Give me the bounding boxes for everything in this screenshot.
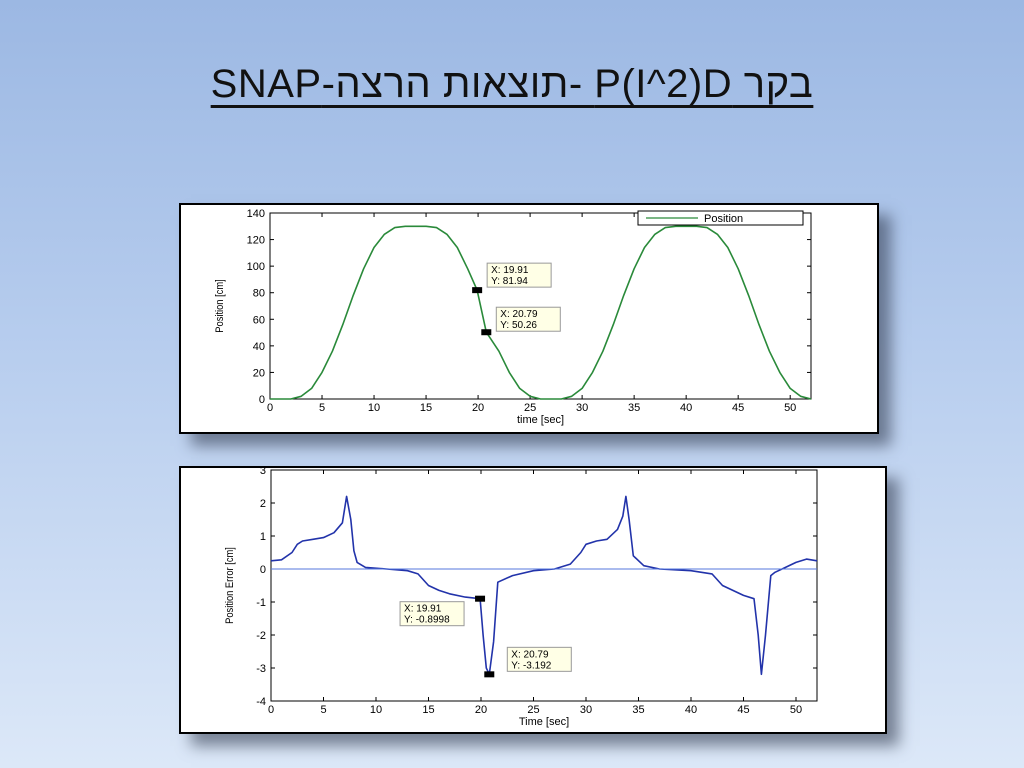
y-tick-label: 3 bbox=[260, 468, 266, 477]
position-error-plot-panel: 0 5 10 15 20 25 30 35 40 45 50 -4 -3 -2 -1 0 1 2 3 Time [se… bbox=[179, 466, 887, 734]
slide-title: בקר P(I^2)D -תוצאות הרצה-SNAP bbox=[210, 62, 814, 106]
y-tick-label: 2 bbox=[260, 498, 266, 510]
x-tick-label: 25 bbox=[524, 402, 536, 414]
y-tick-label: 0 bbox=[260, 564, 266, 576]
datatip-box bbox=[486, 262, 552, 288]
x-tick-label: 35 bbox=[632, 704, 644, 716]
y-axis-label: Position Error [cm] bbox=[224, 547, 236, 624]
y-tick-label: -4 bbox=[256, 696, 266, 708]
y-tick-label: 1 bbox=[260, 531, 266, 543]
x-tick-label: 15 bbox=[422, 704, 434, 716]
x-tick-label: 35 bbox=[628, 402, 640, 414]
x-tick-label: 30 bbox=[576, 402, 588, 414]
position-plot-panel: 0 5 10 15 20 25 30 35 40 45 50 0 20 40 60 80 100 120 140 ti… bbox=[179, 203, 879, 434]
datatip-box bbox=[495, 306, 561, 332]
x-tick-label: 20 bbox=[475, 704, 487, 716]
y-tick-label: 40 bbox=[253, 341, 265, 353]
x-tick-label: 0 bbox=[267, 402, 273, 414]
x-tick-label: 40 bbox=[685, 704, 697, 716]
x-tick-label: 30 bbox=[580, 704, 592, 716]
datatip-marker bbox=[481, 329, 492, 336]
datatip-box bbox=[506, 646, 572, 672]
x-tick-label: 10 bbox=[368, 402, 380, 414]
y-tick-label: -3 bbox=[256, 663, 266, 675]
x-tick-label: 50 bbox=[784, 402, 796, 414]
x-tick-label: 20 bbox=[472, 402, 484, 414]
datatip-marker bbox=[484, 671, 495, 678]
datatip-box bbox=[399, 601, 465, 627]
x-tick-label: 5 bbox=[319, 402, 325, 414]
legend-box bbox=[637, 210, 804, 226]
x-axis-label: Time [sec] bbox=[519, 716, 569, 728]
y-tick-label: 0 bbox=[259, 394, 265, 406]
y-tick-label: 100 bbox=[247, 261, 265, 273]
datatip-x-label: X: 20.79 bbox=[500, 309, 538, 320]
y-tick-label: 140 bbox=[247, 208, 265, 220]
x-tick-label: 15 bbox=[420, 402, 432, 414]
x-tick-label: 45 bbox=[737, 704, 749, 716]
x-axis-label: time [sec] bbox=[517, 414, 564, 426]
datatip-y-label: Y: 81.94 bbox=[491, 276, 528, 287]
datatip-x-label: X: 19.91 bbox=[404, 604, 442, 615]
y-tick-label: -1 bbox=[256, 597, 266, 609]
y-tick-label: 60 bbox=[253, 314, 265, 326]
plot-area bbox=[269, 212, 812, 400]
x-tick-label: 0 bbox=[268, 704, 274, 716]
x-tick-label: 25 bbox=[527, 704, 539, 716]
legend-entry: Position bbox=[704, 213, 743, 225]
x-tick-label: 10 bbox=[370, 704, 382, 716]
x-tick-label: 5 bbox=[320, 704, 326, 716]
x-tick-label: 45 bbox=[732, 402, 744, 414]
position-chart: 0 5 10 15 20 25 30 35 40 45 50 0 20 40 60 80 100 120 140 ti… bbox=[214, 208, 812, 426]
series-line bbox=[270, 225, 812, 400]
datatip-marker bbox=[475, 595, 486, 602]
x-tick-label: 40 bbox=[680, 402, 692, 414]
datatip-y-label: Y: 50.26 bbox=[500, 320, 537, 331]
datatip-y-label: Y: -3.192 bbox=[511, 660, 551, 671]
y-axis-label: Position [cm] bbox=[214, 279, 226, 333]
datatip-y-label: Y: -0.8998 bbox=[404, 615, 450, 626]
series-line bbox=[270, 495, 818, 676]
datatip-x-label: X: 19.91 bbox=[491, 265, 529, 276]
y-tick-label: -2 bbox=[256, 630, 266, 642]
datatip-marker bbox=[472, 287, 483, 294]
y-tick-label: 120 bbox=[247, 235, 265, 247]
y-tick-label: 80 bbox=[253, 288, 265, 300]
position-error-chart: 0 5 10 15 20 25 30 35 40 45 50 -4 -3 -2 -1 0 1 2 3 Time [se… bbox=[224, 468, 818, 728]
x-tick-label: 50 bbox=[790, 704, 802, 716]
y-tick-label: 20 bbox=[253, 367, 265, 379]
datatip-x-label: X: 20.79 bbox=[511, 649, 549, 660]
